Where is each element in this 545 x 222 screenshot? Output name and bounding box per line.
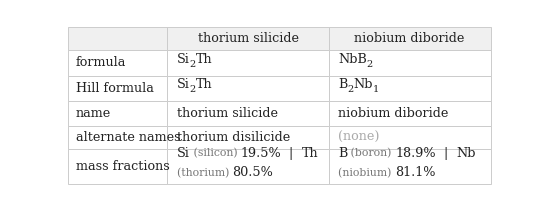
Text: 2: 2: [190, 60, 196, 69]
Bar: [167, 126, 329, 149]
Text: Th: Th: [196, 78, 213, 91]
Text: niobium diboride: niobium diboride: [338, 107, 449, 120]
Text: 1: 1: [373, 85, 379, 94]
Text: (thorium): (thorium): [177, 168, 233, 178]
Bar: [68, 50, 167, 75]
Text: thorium disilicide: thorium disilicide: [177, 131, 290, 144]
Bar: [167, 75, 329, 101]
Text: 80.5%: 80.5%: [233, 166, 274, 179]
Text: Hill formula: Hill formula: [76, 82, 154, 95]
Text: Nb: Nb: [354, 78, 373, 91]
Text: 2: 2: [347, 85, 354, 94]
Bar: [167, 149, 329, 184]
Text: (niobium): (niobium): [338, 168, 395, 178]
Text: 81.1%: 81.1%: [395, 166, 435, 179]
Bar: [68, 75, 167, 101]
Text: Th: Th: [196, 53, 213, 66]
Bar: [68, 126, 167, 149]
Text: (none): (none): [338, 131, 379, 144]
Bar: [329, 149, 490, 184]
Text: formula: formula: [76, 56, 126, 69]
Text: |: |: [281, 147, 302, 160]
Text: B: B: [338, 78, 347, 91]
Text: Si: Si: [177, 78, 190, 91]
Text: alternate names: alternate names: [76, 131, 180, 144]
Bar: [329, 50, 490, 75]
Bar: [167, 50, 329, 75]
Text: mass fractions: mass fractions: [76, 160, 169, 173]
Text: (boron): (boron): [347, 148, 395, 159]
Bar: [329, 27, 490, 50]
Text: Nb: Nb: [456, 147, 476, 160]
Text: Si: Si: [177, 147, 190, 160]
Text: thorium silicide: thorium silicide: [197, 32, 299, 45]
Bar: [68, 27, 167, 50]
Text: niobium diboride: niobium diboride: [354, 32, 465, 45]
Bar: [68, 101, 167, 126]
Text: thorium silicide: thorium silicide: [177, 107, 277, 120]
Text: Th: Th: [302, 147, 318, 160]
Bar: [167, 101, 329, 126]
Bar: [167, 27, 329, 50]
Bar: [329, 101, 490, 126]
Text: name: name: [76, 107, 111, 120]
Text: 19.5%: 19.5%: [241, 147, 281, 160]
Text: 2: 2: [367, 60, 373, 69]
Text: 18.9%: 18.9%: [395, 147, 436, 160]
Bar: [329, 126, 490, 149]
Text: Si: Si: [177, 53, 190, 66]
Bar: [329, 75, 490, 101]
Text: |: |: [436, 147, 456, 160]
Bar: [68, 149, 167, 184]
Text: 2: 2: [190, 85, 196, 94]
Text: B: B: [338, 147, 347, 160]
Text: (silicon): (silicon): [190, 148, 241, 159]
Text: NbB: NbB: [338, 53, 367, 66]
